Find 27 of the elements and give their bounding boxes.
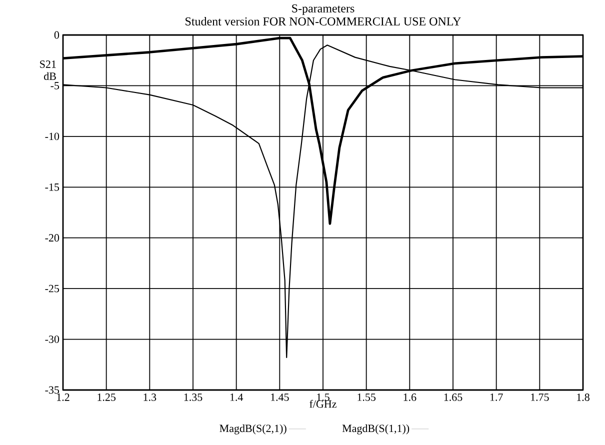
x-tick-label: 1.6 (404, 394, 416, 401)
x-tick-label: 1.65 (444, 394, 462, 401)
y-tick-label: -5 (50, 82, 60, 90)
legend-label: MagdB(S(1,1)) (342, 424, 410, 434)
y-tick-label: -15 (45, 183, 60, 191)
x-tick-label: 1.5 (317, 394, 330, 401)
x-tick-label: 1.2 (57, 394, 70, 401)
x-axis-title: f/GHz (310, 400, 336, 408)
x-tick-label: 1.35 (184, 394, 202, 401)
y-axis-title: S21 dB (40, 60, 56, 80)
chart-title: S-parameters (292, 4, 354, 15)
y-tick-label: -35 (45, 386, 60, 394)
x-tick-label: 1.7 (490, 394, 503, 401)
y-tick-label: -30 (45, 336, 60, 343)
x-tick-label: 1.25 (98, 394, 116, 401)
x-tick-label: 1.3 (144, 394, 156, 401)
x-tick-label: 1.75 (531, 394, 549, 401)
y-tick-label: 0 (54, 31, 60, 39)
x-tick-label: 1.4 (230, 394, 244, 401)
chart-subtitle: Student version FOR NON-COMMERCIAL USE ONLY (186, 17, 461, 26)
x-tick-label: 1.8 (577, 394, 590, 402)
x-tick-label: 1.55 (358, 394, 376, 401)
x-tick-label: 1.45 (271, 394, 289, 401)
y-tick-label: -25 (45, 284, 60, 292)
legend-label: MagdB(S(2,1)) (220, 424, 286, 434)
y-tick-label: -20 (45, 234, 60, 242)
y-tick-label: -10 (45, 132, 60, 140)
